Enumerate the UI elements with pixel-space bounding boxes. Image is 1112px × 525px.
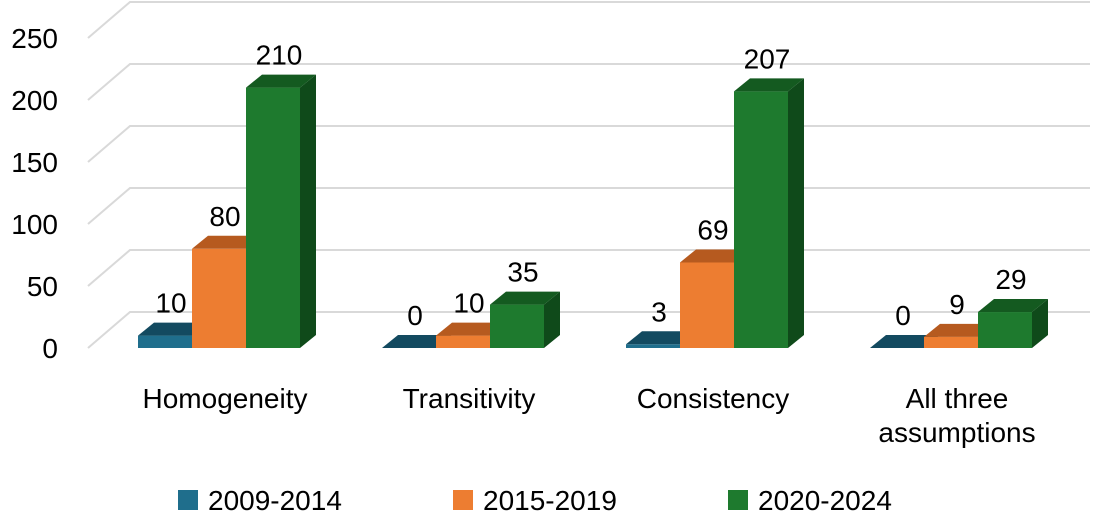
legend: 2009-2014 2015-2019 2020-2024 xyxy=(178,485,892,516)
category-label: Transitivity xyxy=(403,383,536,414)
data-label: 9 xyxy=(949,289,965,320)
bar-top xyxy=(436,322,506,336)
y-tick-label: 250 xyxy=(11,23,58,54)
bar xyxy=(246,87,300,348)
data-label: 3 xyxy=(651,296,667,327)
gridline xyxy=(87,125,1090,163)
data-label: 0 xyxy=(407,300,423,331)
y-tick-label: 0 xyxy=(42,333,58,364)
bar xyxy=(490,304,544,348)
bar xyxy=(436,335,490,348)
bar-top xyxy=(734,78,804,92)
category-labels: Homogeneity Transitivity Consistency All th… xyxy=(143,383,1036,448)
y-tick-label: 100 xyxy=(11,209,58,240)
data-label: 207 xyxy=(744,43,791,74)
category-label: Homogeneity xyxy=(143,383,308,414)
bar-side xyxy=(788,78,804,348)
bar xyxy=(978,312,1032,348)
y-tick-label: 150 xyxy=(11,147,58,178)
y-axis-tick-labels: 0 50 100 150 200 250 xyxy=(11,23,58,364)
bar-side xyxy=(300,74,316,348)
legend-label: 2020-2024 xyxy=(758,485,892,516)
bar xyxy=(626,344,680,348)
bar-top xyxy=(246,74,316,88)
category-label: All three assumptions xyxy=(878,383,1035,448)
y-tick-label: 200 xyxy=(11,85,58,116)
bars xyxy=(138,74,1048,348)
legend-label: 2009-2014 xyxy=(208,485,342,516)
legend-label: 2015-2019 xyxy=(483,485,617,516)
gridline xyxy=(87,0,1090,39)
bar-top xyxy=(978,299,1048,313)
data-labels: 10 80 210 0 10 35 3 69 207 0 9 29 xyxy=(155,40,1026,331)
bar xyxy=(192,248,246,348)
data-label: 210 xyxy=(256,40,303,71)
legend-swatch xyxy=(178,490,198,510)
bar-top xyxy=(192,235,262,249)
bar-top xyxy=(626,331,696,345)
data-label: 10 xyxy=(155,288,186,319)
y-tick-label: 50 xyxy=(27,271,58,302)
gridline xyxy=(87,63,1090,101)
bar xyxy=(138,335,192,348)
legend-swatch xyxy=(728,490,748,510)
category-label-line: Consistency xyxy=(637,383,790,414)
category-label-line: Transitivity xyxy=(403,383,536,414)
legend-swatch xyxy=(453,490,473,510)
bar-top xyxy=(870,335,940,348)
bar xyxy=(734,91,788,348)
data-label: 35 xyxy=(507,257,538,288)
data-label: 80 xyxy=(209,201,240,232)
category-label-line: Homogeneity xyxy=(143,383,308,414)
bar xyxy=(924,336,978,348)
bar xyxy=(680,262,734,348)
bar-top xyxy=(924,323,994,337)
data-label: 29 xyxy=(995,264,1026,295)
bar-side xyxy=(544,291,560,348)
category-label-line: assumptions xyxy=(878,417,1035,448)
bar-top xyxy=(138,322,208,336)
bar-top xyxy=(382,335,452,348)
bar-side xyxy=(1032,299,1048,348)
data-label: 10 xyxy=(453,288,484,319)
bar-top xyxy=(680,249,750,263)
category-label: Consistency xyxy=(637,383,790,414)
data-label: 0 xyxy=(895,300,911,331)
bar-top xyxy=(490,291,560,305)
category-label-line: All three xyxy=(906,383,1009,414)
data-label: 69 xyxy=(697,214,728,245)
